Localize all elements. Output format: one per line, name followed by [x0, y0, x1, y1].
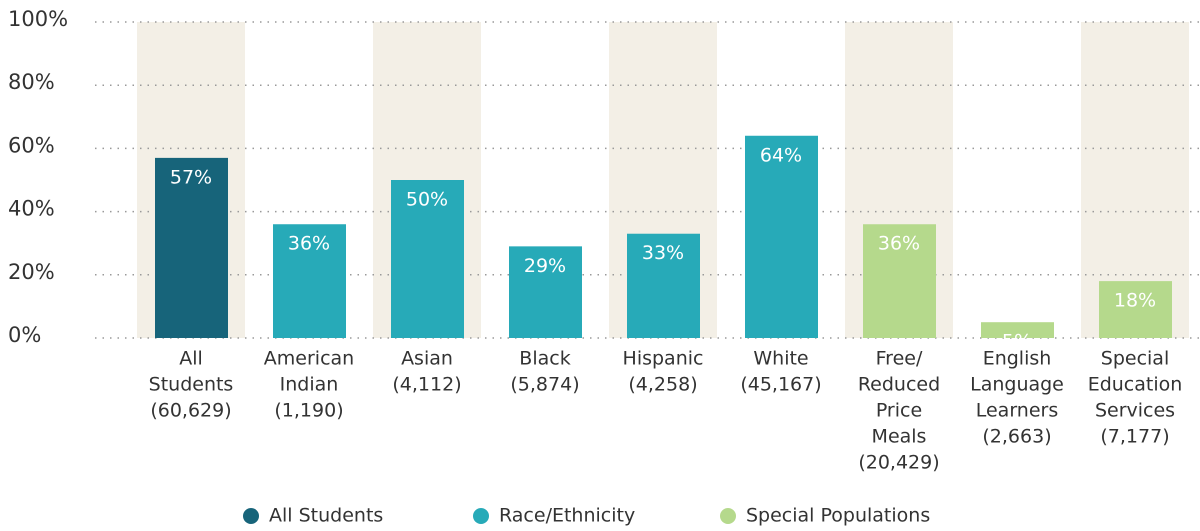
x-tick-label: English	[983, 348, 1052, 370]
x-tick-label: Education	[1088, 374, 1183, 396]
legend-label: Special Populations	[746, 505, 930, 527]
x-tick-label: Price	[876, 400, 922, 422]
x-tick-label: Meals	[872, 426, 927, 448]
bar	[509, 246, 582, 338]
x-tick-label: Indian	[280, 374, 339, 396]
legend-label: All Students	[269, 505, 383, 527]
x-tick-label: (60,629)	[150, 400, 231, 422]
bar	[155, 157, 228, 338]
x-tick-label: (4,112)	[392, 374, 461, 396]
bar	[391, 180, 464, 338]
x-tick-label: (5,874)	[510, 374, 579, 396]
x-tick-label: Hispanic	[623, 348, 704, 370]
x-tick-label: Language	[970, 374, 1064, 396]
x-tick-label: Free/	[876, 348, 923, 370]
bar	[863, 224, 936, 338]
x-tick-label: All	[179, 348, 203, 370]
legend-marker	[243, 508, 259, 524]
value-label: 57%	[170, 166, 212, 188]
legend-label: Race/Ethnicity	[499, 505, 635, 527]
x-tick-label: (2,663)	[982, 426, 1051, 448]
x-tick-label: (45,167)	[740, 374, 821, 396]
x-tick-label: American	[264, 348, 354, 370]
x-tick-label: Students	[149, 374, 234, 396]
x-tick-label: Special	[1101, 348, 1169, 370]
x-tick-label: (4,258)	[628, 374, 697, 396]
value-label: 33%	[642, 242, 684, 264]
bar	[1099, 281, 1172, 338]
value-label: 18%	[1114, 290, 1156, 312]
legend-marker	[473, 508, 489, 524]
x-tick-label: Learners	[976, 400, 1059, 422]
x-tick-label: Asian	[401, 348, 453, 370]
x-tick-label: (20,429)	[858, 452, 939, 474]
x-tick-label: Reduced	[858, 374, 940, 396]
value-label: 5%	[1002, 331, 1032, 353]
value-label: 64%	[760, 144, 802, 166]
x-tick-label: (1,190)	[274, 400, 343, 422]
y-tick-label: 60%	[8, 133, 55, 157]
x-tick-label: White	[753, 348, 808, 370]
x-tick-label: (7,177)	[1100, 426, 1169, 448]
x-tick-label: Black	[519, 348, 570, 370]
value-label: 36%	[288, 233, 330, 255]
x-tick-label: Services	[1095, 400, 1175, 422]
value-label: 36%	[878, 233, 920, 255]
legend-marker	[720, 508, 736, 524]
value-label: 50%	[406, 189, 448, 211]
bar	[627, 233, 700, 338]
y-tick-label: 80%	[8, 70, 55, 94]
bar	[981, 322, 1054, 338]
y-tick-label: 100%	[8, 7, 68, 31]
y-tick-label: 40%	[8, 197, 55, 221]
y-tick-label: 20%	[8, 260, 55, 284]
bar	[273, 224, 346, 338]
value-label: 29%	[524, 255, 566, 277]
bar	[745, 135, 818, 338]
y-tick-label: 0%	[8, 323, 41, 347]
